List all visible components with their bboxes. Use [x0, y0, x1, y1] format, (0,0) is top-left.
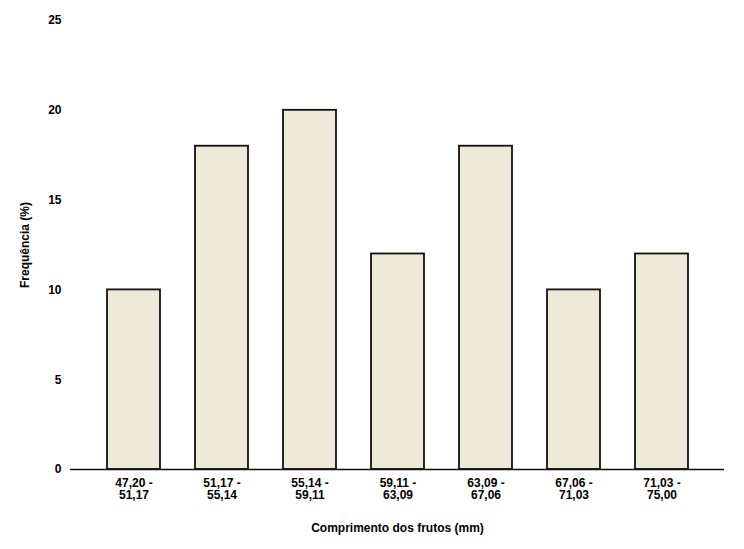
svg-text:25: 25: [48, 13, 62, 27]
svg-text:51,17 -55,14: 51,17 -55,14: [203, 476, 240, 502]
svg-text:Comprimento dos frutos (mm): Comprimento dos frutos (mm): [311, 521, 484, 535]
svg-text:20: 20: [48, 103, 62, 117]
svg-text:0: 0: [55, 462, 62, 476]
svg-text:10: 10: [48, 283, 62, 297]
svg-text:Frequência (%): Frequência (%): [18, 202, 32, 288]
svg-text:67,06 -71,03: 67,06 -71,03: [555, 476, 592, 502]
svg-text:15: 15: [48, 193, 62, 207]
svg-text:63,09 -67,06: 63,09 -67,06: [467, 476, 504, 502]
svg-text:59,11 -63,09: 59,11 -63,09: [380, 476, 417, 502]
svg-text:5: 5: [55, 373, 62, 387]
svg-text:47,20 -51,17: 47,20 -51,17: [115, 476, 152, 502]
svg-text:71,03 -75,00: 71,03 -75,00: [643, 476, 680, 502]
svg-text:55,14 -59,11: 55,14 -59,11: [291, 476, 328, 502]
